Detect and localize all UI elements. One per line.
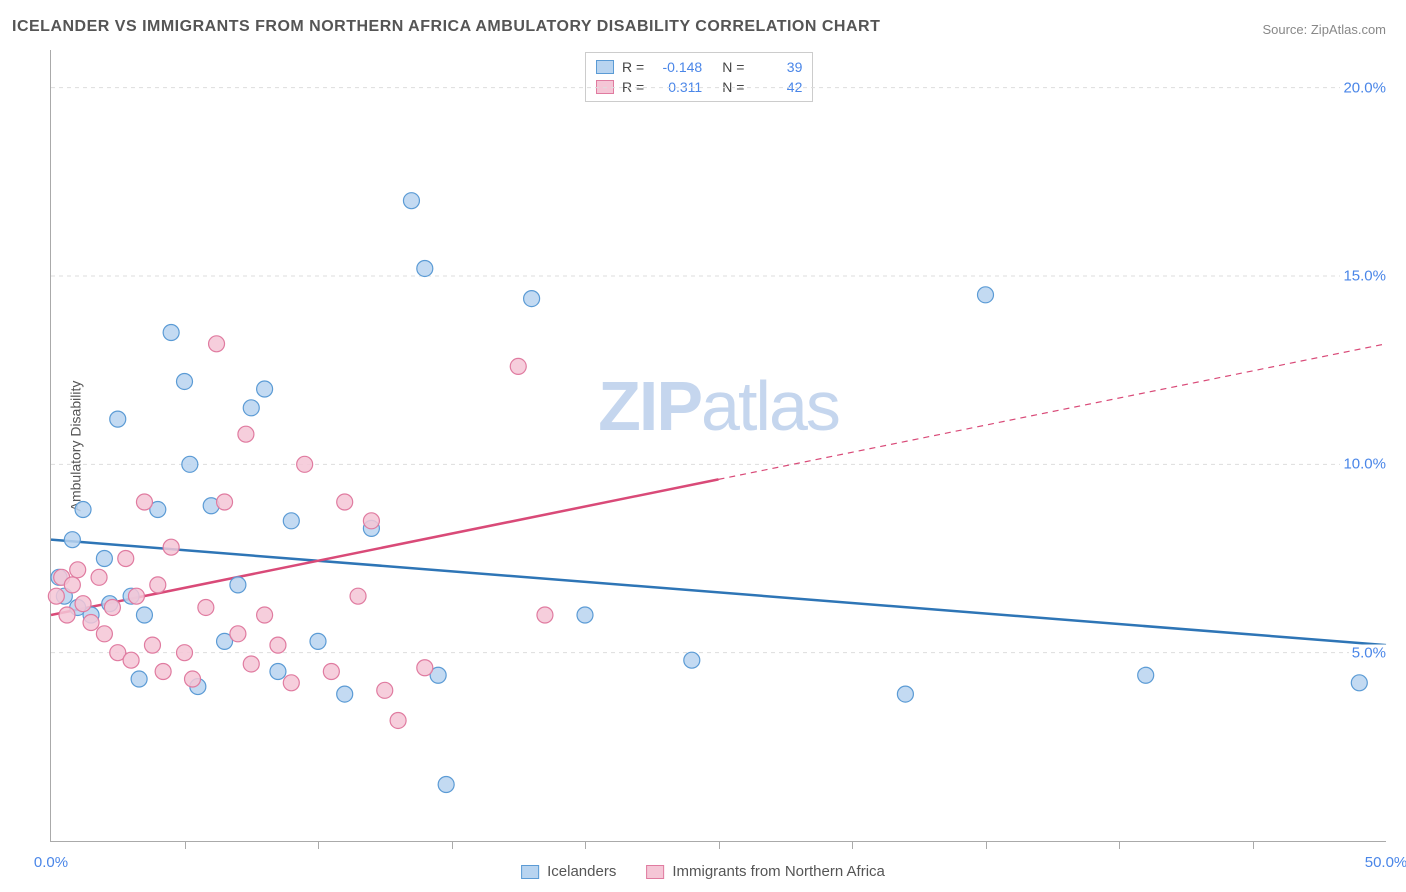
- y-tick-label: 15.0%: [1340, 268, 1389, 285]
- series-name: Icelanders: [547, 863, 616, 880]
- plot-area: ZIPatlas R = -0.148 N = 39 R = 0.311 N =…: [50, 50, 1386, 842]
- x-tick: [719, 841, 720, 849]
- x-tick: [986, 841, 987, 849]
- y-tick-label: 10.0%: [1340, 456, 1389, 473]
- legend-item: Immigrants from Northern Africa: [646, 863, 885, 880]
- x-tick: [585, 841, 586, 849]
- series-name: Immigrants from Northern Africa: [672, 863, 885, 880]
- x-tick: [852, 841, 853, 849]
- x-tick: [318, 841, 319, 849]
- x-tick: [185, 841, 186, 849]
- x-tick: [1119, 841, 1120, 849]
- chart-title: ICELANDER VS IMMIGRANTS FROM NORTHERN AF…: [12, 18, 880, 36]
- plot-svg: [51, 50, 1386, 841]
- swatch-icon: [646, 865, 664, 879]
- chart-container: ICELANDER VS IMMIGRANTS FROM NORTHERN AF…: [0, 0, 1406, 892]
- source-label: Source: ZipAtlas.com: [1262, 22, 1386, 37]
- y-tick-label: 20.0%: [1340, 79, 1389, 96]
- y-tick-label: 5.0%: [1349, 644, 1389, 661]
- legend-item: Icelanders: [521, 863, 616, 880]
- x-min-label: 0.0%: [34, 854, 68, 871]
- swatch-icon: [521, 865, 539, 879]
- x-tick: [452, 841, 453, 849]
- x-tick: [1253, 841, 1254, 849]
- x-max-label: 50.0%: [1365, 854, 1406, 871]
- series-legend: Icelanders Immigrants from Northern Afri…: [521, 863, 885, 880]
